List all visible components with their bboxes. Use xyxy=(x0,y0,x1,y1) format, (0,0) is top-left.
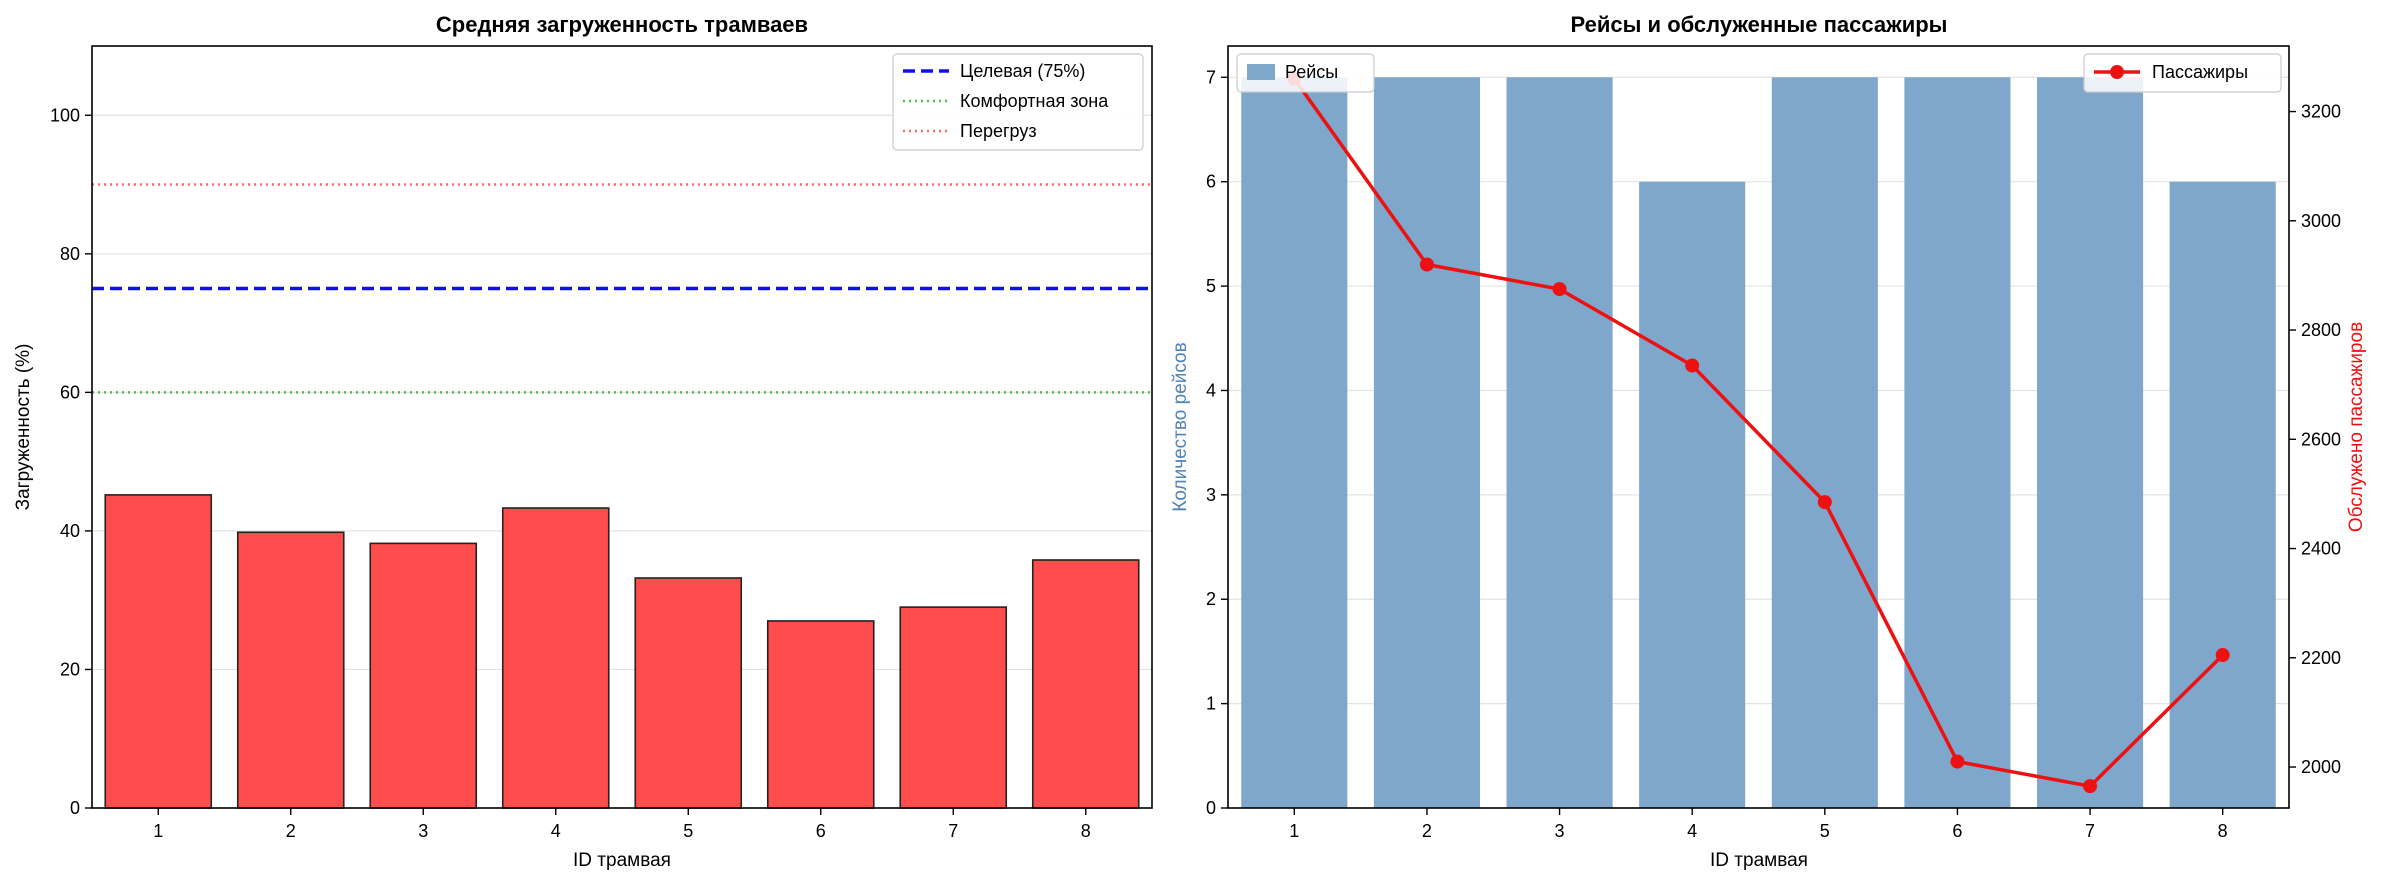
left-x-ticks: 1 2 3 4 5 6 7 8 xyxy=(153,808,1091,841)
left-bar xyxy=(634,577,743,809)
left-bar xyxy=(501,507,610,809)
right-chart-right-y-tick-label: 2800 xyxy=(2301,320,2341,340)
left-x-axis-label: ID трамвая xyxy=(573,850,671,871)
right-chart-left-y-tick-label: 0 xyxy=(1206,798,1216,818)
legend-swatch-passengers-marker xyxy=(2110,65,2124,79)
right-x-tick-label: 7 xyxy=(2085,821,2095,841)
left-y-tick-label: 40 xyxy=(60,521,80,541)
left-legend: Целевая (75%) Комфортная зона Перегруз xyxy=(892,53,1144,151)
right-chart-left-y-tick-label: 1 xyxy=(1206,694,1216,714)
passengers-point xyxy=(1419,257,1434,272)
left-bar xyxy=(899,606,1008,809)
right-chart-right-y-tick-label: 3200 xyxy=(2301,102,2341,122)
right-x-ticks: 1 2 3 4 5 6 7 8 xyxy=(1289,808,2228,841)
right-legend-trips: Рейсы xyxy=(1236,53,1375,93)
passengers-point xyxy=(1685,358,1700,373)
right-x-tick-label: 8 xyxy=(2218,821,2228,841)
right-x-tick-label: 1 xyxy=(1289,821,1299,841)
legend-label-trips: Рейсы xyxy=(1285,62,1338,82)
passengers-legend-box xyxy=(2083,53,2282,93)
trips-bar xyxy=(1506,77,1613,809)
left-bars xyxy=(104,494,1140,809)
left-x-tick-label: 5 xyxy=(683,821,693,841)
left-chart: 0 20 40 60 80 100 1 2 3 4 5 6 7 8 Средняя загруженно… xyxy=(13,12,1153,871)
passengers-point xyxy=(1552,282,1567,297)
right-chart-left-y-tick-label: 6 xyxy=(1206,172,1216,192)
right-chart-left-y-axis-label: Количество рейсов xyxy=(1170,342,1191,511)
passengers-point xyxy=(1817,495,1832,510)
left-x-tick-label: 1 xyxy=(153,821,163,841)
left-plot-frame xyxy=(91,45,1153,809)
passengers-series-line xyxy=(1292,77,2224,788)
right-chart-left-y-tick-label: 7 xyxy=(1206,67,1216,87)
right-chart-right-y-tick-label: 2600 xyxy=(2301,429,2341,449)
left-bar xyxy=(236,531,345,809)
legend-label-target: Целевая (75%) xyxy=(960,61,1085,81)
right-chart-title: Рейсы и обслуженные пассажиры xyxy=(1571,12,1948,37)
right-x-tick-label: 2 xyxy=(1422,821,1432,841)
legend-swatch-trips xyxy=(1247,64,1275,80)
right-chart-right-y-tick-label: 3000 xyxy=(2301,211,2341,231)
left-y-tick-label: 100 xyxy=(50,105,80,125)
right-chart: 0 1 2 3 4 5 6 7 2000 2200 2400 2600 2800 3000 3200 1 2… xyxy=(1170,12,2367,871)
left-x-tick-label: 2 xyxy=(286,821,296,841)
left-y-axis-label: Загруженность (%) xyxy=(13,344,34,511)
legend-label-comfort: Комфортная зона xyxy=(960,91,1109,111)
trips-bar xyxy=(2169,181,2276,809)
right-chart-right-y-ticks: 2000 2200 2400 2600 2800 3000 3200 xyxy=(2289,102,2341,777)
left-bar xyxy=(104,494,213,809)
trips-bar xyxy=(1904,77,2011,809)
right-chart-left-y-tick-label: 3 xyxy=(1206,485,1216,505)
left-x-tick-label: 8 xyxy=(1081,821,1091,841)
legend-label-passengers: Пассажиры xyxy=(2152,62,2248,82)
trips-bar xyxy=(1639,181,1746,809)
left-y-tick-label: 20 xyxy=(60,659,80,679)
left-y-tick-label: 80 xyxy=(60,244,80,264)
trips-bar xyxy=(1771,77,1878,809)
left-chart-title: Средняя загруженность трамваев xyxy=(436,12,808,37)
right-chart-left-y-ticks: 0 1 2 3 4 5 6 7 xyxy=(1206,67,1228,818)
left-reference-lines xyxy=(92,183,1152,394)
left-bar xyxy=(766,620,875,809)
right-chart-left-y-tick-label: 5 xyxy=(1206,276,1216,296)
passengers-point xyxy=(2215,648,2230,663)
right-plot-frame xyxy=(1227,45,2290,809)
passengers-point xyxy=(2083,779,2098,794)
left-legend-box xyxy=(892,53,1144,151)
left-bar xyxy=(369,542,478,809)
right-x-axis-label: ID трамвая xyxy=(1710,850,1808,871)
left-y-tick-label: 0 xyxy=(70,798,80,818)
right-x-tick-label: 6 xyxy=(1952,821,1962,841)
right-chart-left-y-tick-label: 4 xyxy=(1206,380,1216,400)
legend-label-overload: Перегруз xyxy=(960,121,1037,141)
left-x-tick-label: 7 xyxy=(948,821,958,841)
left-x-tick-label: 3 xyxy=(418,821,428,841)
right-x-tick-label: 4 xyxy=(1687,821,1697,841)
right-chart-left-y-tick-label: 2 xyxy=(1206,589,1216,609)
left-y-ticks: 0 20 40 60 80 100 xyxy=(50,105,92,818)
left-y-tick-label: 60 xyxy=(60,382,80,402)
passengers-point xyxy=(1950,754,1965,769)
trips-legend-box xyxy=(1236,53,1375,93)
right-x-tick-label: 5 xyxy=(1820,821,1830,841)
left-x-tick-label: 4 xyxy=(551,821,561,841)
right-chart-right-y-tick-label: 2000 xyxy=(2301,757,2341,777)
trips-bar xyxy=(1241,77,1348,809)
trips-bar xyxy=(2037,77,2144,809)
right-chart-right-y-tick-label: 2400 xyxy=(2301,539,2341,559)
right-x-tick-label: 3 xyxy=(1555,821,1565,841)
right-bars xyxy=(1241,77,2276,809)
right-legend-passengers: Пассажиры xyxy=(2083,53,2282,93)
trips-bar xyxy=(1373,77,1480,809)
right-chart-right-y-axis-label: Обслужено пассажиров xyxy=(2346,322,2367,532)
left-bar xyxy=(1031,559,1140,809)
left-x-tick-label: 6 xyxy=(816,821,826,841)
right-chart-right-y-tick-label: 2200 xyxy=(2301,648,2341,668)
